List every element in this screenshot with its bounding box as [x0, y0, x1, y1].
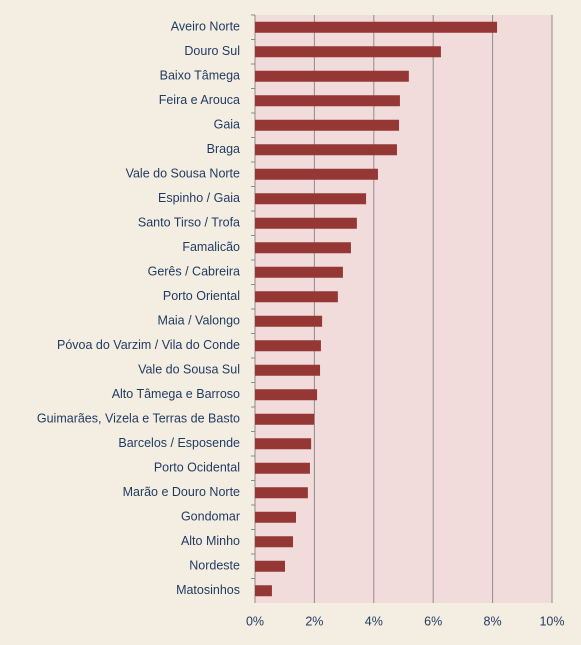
bar: [255, 315, 323, 327]
bar: [255, 389, 318, 401]
bar: [255, 487, 308, 499]
bar: [255, 266, 343, 278]
bar: [255, 462, 310, 474]
y-tick-label: Gerês / Cabreira: [148, 265, 240, 279]
y-tick-label: Vale do Sousa Sul: [138, 363, 240, 377]
bar: [255, 438, 312, 450]
bar: [255, 95, 400, 107]
bar: [255, 70, 409, 82]
x-tick-label: 8%: [484, 614, 502, 628]
y-tick-label: Alto Minho: [181, 534, 240, 548]
y-tick-label: Santo Tirso / Trofa: [138, 216, 240, 230]
y-tick-label: Matosinhos: [176, 583, 240, 597]
y-tick-label: Porto Ocidental: [154, 461, 240, 475]
y-tick-label: Alto Tâmega e Barroso: [112, 387, 240, 401]
y-tick-label: Maia / Valongo: [158, 314, 241, 328]
y-tick-label: Gaia: [214, 118, 240, 132]
bar: [255, 340, 321, 352]
y-tick-label: Feira e Arouca: [159, 93, 240, 107]
bar: [255, 144, 397, 156]
y-tick-label: Douro Sul: [184, 44, 240, 58]
bar: [255, 511, 296, 523]
y-tick-label: Gondomar: [181, 510, 240, 524]
y-tick-label: Braga: [207, 142, 240, 156]
bar: [255, 560, 285, 572]
y-tick-label: Porto Oriental: [163, 289, 240, 303]
y-tick-label: Espinho / Gaia: [158, 191, 240, 205]
y-tick-label: Póvoa do Varzim / Vila do Conde: [57, 338, 240, 352]
y-tick-label: Vale do Sousa Norte: [126, 167, 240, 181]
bar: [255, 217, 357, 229]
bar: [255, 119, 400, 131]
y-tick-label: Baixo Tâmega: [160, 69, 240, 83]
x-tick-label: 2%: [305, 614, 323, 628]
x-tick-label: 4%: [365, 614, 383, 628]
bar: [255, 168, 378, 180]
plot-area: [255, 15, 552, 603]
x-tick-label: 10%: [539, 614, 564, 628]
x-tick-label: 0%: [246, 614, 264, 628]
bar: [255, 193, 367, 205]
y-tick-label: Guimarães, Vizela e Terras de Basto: [37, 412, 240, 426]
bar: [255, 21, 498, 33]
bar: [255, 536, 294, 548]
y-tick-label: Nordeste: [189, 559, 240, 573]
bar: [255, 585, 272, 597]
bar: [255, 291, 338, 303]
bar: [255, 242, 351, 254]
bar: [255, 413, 315, 425]
bar: [255, 46, 441, 58]
y-tick-label: Marão e Douro Norte: [123, 485, 240, 499]
x-tick-label: 6%: [424, 614, 442, 628]
y-tick-label: Barcelos / Esposende: [118, 436, 240, 450]
y-tick-label: Aveiro Norte: [171, 20, 240, 34]
y-tick-label: Famalicão: [182, 240, 240, 254]
bar: [255, 364, 321, 376]
